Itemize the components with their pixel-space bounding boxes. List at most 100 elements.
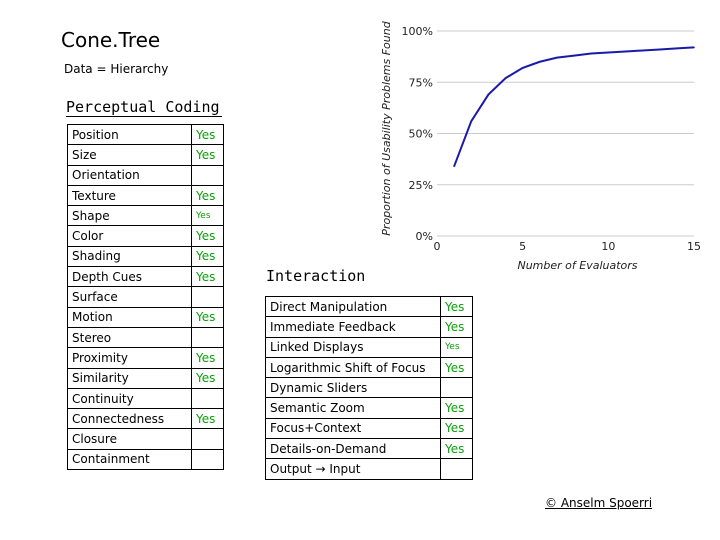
- row-label: Orientation: [67, 164, 192, 186]
- row-value: [191, 326, 224, 349]
- data-point: [590, 52, 592, 55]
- row-value: [440, 377, 473, 399]
- row-value: Yes: [191, 306, 224, 328]
- data-point: [676, 47, 678, 50]
- table-row: Proximity Yes: [67, 347, 224, 369]
- y-tick-label: 25%: [409, 179, 433, 192]
- data-point: [504, 77, 507, 79]
- row-label: Texture: [67, 184, 192, 207]
- row-label: Position: [67, 123, 192, 146]
- data-point: [658, 48, 661, 51]
- row-label: Dynamic Sliders: [265, 377, 441, 399]
- table-row: Orientation: [67, 164, 224, 186]
- row-value: [191, 164, 224, 186]
- data-point: [641, 49, 644, 52]
- row-label: Immediate Feedback: [265, 316, 441, 338]
- y-tick-label: 0%: [416, 230, 433, 243]
- row-value: [191, 428, 224, 450]
- row-label: Closure: [67, 428, 192, 450]
- row-label: Motion: [67, 306, 192, 328]
- row-label: Color: [67, 225, 192, 247]
- data-point: [573, 54, 575, 57]
- row-value: Yes: [440, 438, 473, 460]
- page-subtitle: Data = Hierarchy: [64, 62, 169, 76]
- row-value: Yes: [440, 295, 473, 318]
- table-row: Color Yes: [67, 225, 224, 247]
- x-tick-label: 5: [519, 240, 526, 253]
- table-row: Size Yes: [67, 144, 224, 166]
- row-label: Linked Displays: [265, 336, 441, 358]
- data-point: [624, 50, 627, 53]
- table-row: Position Yes: [67, 123, 224, 146]
- row-label: Semantic Zoom: [265, 397, 441, 419]
- perceptual-coding-table: Position Yes Size Yes Orientation Texture Yes S…: [67, 123, 224, 471]
- row-value: Yes: [440, 356, 473, 379]
- table-row: Stereo: [67, 326, 224, 349]
- data-point: [470, 120, 473, 122]
- row-label: Stereo: [67, 326, 192, 349]
- row-label: Focus+Context: [265, 417, 441, 440]
- x-tick-label: 10: [601, 240, 615, 253]
- page-title: Cone.Tree: [61, 28, 161, 52]
- table-row: Motion Yes: [67, 306, 224, 328]
- row-value: [440, 458, 473, 480]
- row-label: Logarithmic Shift of Focus: [265, 356, 441, 379]
- table-row: Texture Yes: [67, 184, 224, 207]
- table-row: Connectedness Yes: [67, 408, 224, 430]
- row-value: Yes: [191, 144, 224, 166]
- row-value: [191, 286, 224, 308]
- row-value: Yes: [191, 367, 224, 389]
- table-row: Closure: [67, 428, 224, 450]
- row-value: Yes: [191, 123, 224, 146]
- y-axis-label: Proportion of Usability Problems Found: [380, 20, 393, 235]
- row-label: Containment: [67, 448, 192, 471]
- x-tick-label: 0: [434, 240, 441, 253]
- row-value: [191, 448, 224, 471]
- y-tick-label: 75%: [409, 76, 433, 89]
- x-axis-label: Number of Evaluators: [517, 259, 637, 272]
- x-tick-label: 15: [687, 240, 701, 253]
- row-value: Yes: [191, 205, 224, 227]
- row-label: Output → Input: [265, 458, 441, 480]
- data-point: [521, 67, 524, 69]
- row-label: Direct Manipulation: [265, 295, 441, 318]
- data-point: [539, 60, 541, 63]
- y-tick-label: 50%: [409, 128, 433, 141]
- y-tick-label: 100%: [402, 25, 433, 38]
- row-label: Shading: [67, 245, 192, 268]
- table-row: Focus+Context Yes: [265, 417, 473, 440]
- table-row: Containment: [67, 448, 224, 471]
- table-row: Linked Displays Yes: [265, 336, 473, 358]
- row-value: Yes: [191, 225, 224, 247]
- row-label: Proximity: [67, 347, 192, 369]
- row-label: Size: [67, 144, 192, 166]
- row-value: Yes: [440, 417, 473, 440]
- row-value: Yes: [191, 347, 224, 369]
- table-row: Similarity Yes: [67, 367, 224, 389]
- table-row: Continuity: [67, 387, 224, 410]
- data-point: [607, 51, 610, 54]
- table-row: Logarithmic Shift of Focus Yes: [265, 356, 473, 379]
- data-point: [453, 165, 455, 168]
- table-row: Surface: [67, 286, 224, 308]
- row-value: Yes: [440, 397, 473, 419]
- row-value: Yes: [191, 245, 224, 268]
- row-label: Details-on-Demand: [265, 438, 441, 460]
- row-label: Continuity: [67, 387, 192, 410]
- copyright-text: © Anselm Spoerri: [545, 496, 653, 510]
- row-value: Yes: [191, 184, 224, 207]
- table-row: Details-on-Demand Yes: [265, 438, 473, 460]
- table-row: Dynamic Sliders: [265, 377, 473, 399]
- table-row: Shape Yes: [67, 205, 224, 227]
- data-point: [487, 93, 490, 96]
- row-label: Similarity: [67, 367, 192, 389]
- table-row: Direct Manipulation Yes: [265, 295, 473, 318]
- usability-chart: 0% 25% 50% 75% 100% 0 5 10 15 Number of Evaluator…: [380, 20, 701, 272]
- row-label: Shape: [67, 205, 192, 227]
- row-label: Depth Cues: [67, 266, 192, 288]
- row-label: Surface: [67, 286, 192, 308]
- row-value: Yes: [191, 266, 224, 288]
- row-value: Yes: [440, 316, 473, 338]
- table-row: Immediate Feedback Yes: [265, 316, 473, 338]
- table-row: Semantic Zoom Yes: [265, 397, 473, 419]
